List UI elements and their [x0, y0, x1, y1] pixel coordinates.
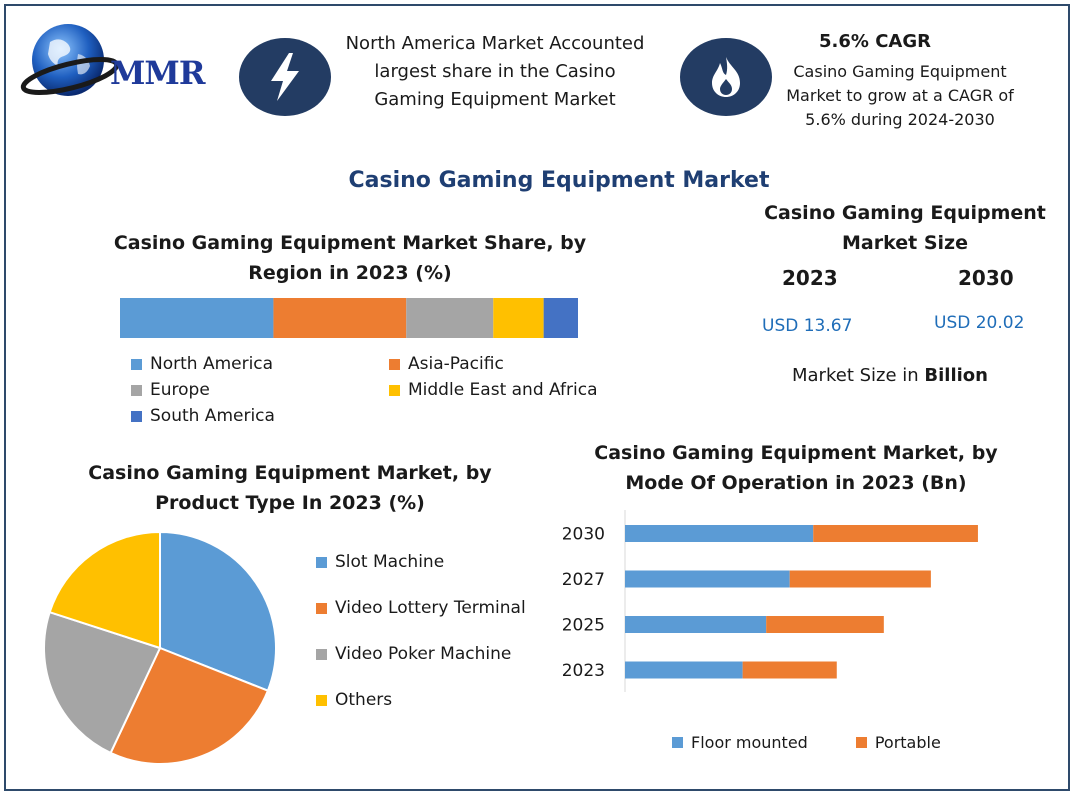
infographic-frame [4, 4, 1070, 791]
product-legend-item: Others [316, 690, 526, 710]
flame-icon [680, 38, 772, 116]
mode-bar-segment [813, 525, 978, 542]
mode-stacked-bar-chart: 2030 2027 2025 2023 [562, 510, 978, 692]
main-title: Casino Gaming Equipment Market [348, 168, 770, 193]
y-tick-label: 2025 [562, 616, 605, 636]
legend-label: Asia-Pacific [408, 354, 504, 374]
legend-label: North America [150, 354, 274, 374]
mode-bar-segment [789, 570, 931, 588]
mode-bar-segment [766, 616, 884, 633]
mode-chart-title: Casino Gaming Equipment Market, by Mode … [594, 442, 998, 494]
legend-swatch [389, 384, 400, 396]
region-bar-segment [273, 298, 407, 338]
legend-swatch [855, 737, 867, 748]
legend-swatch [316, 556, 327, 568]
legend-label: Portable [874, 733, 941, 752]
region-legend-item: Asia-Pacific [389, 354, 649, 374]
pie-slice [48, 530, 161, 650]
mode-bar-segment [625, 661, 743, 679]
legend-swatch [316, 694, 327, 706]
y-tick-label: 2027 [562, 570, 605, 590]
size-value-2030: USD 20.02 [934, 313, 1025, 333]
product-legend: Slot Machine Video Lottery Terminal Video … [316, 552, 526, 710]
cagr-text: Casino Gaming Equipment Market to grow a… [786, 62, 1014, 129]
region-legend-item: Middle East and Africa [389, 380, 649, 400]
pie-slice [159, 530, 277, 693]
region-bar-segment [120, 298, 274, 338]
legend-swatch [316, 602, 327, 614]
region-bar-segment [406, 298, 494, 338]
product-legend-item: Video Poker Machine [316, 644, 526, 664]
region-bar-segment [493, 298, 544, 338]
product-chart-title: Casino Gaming Equipment Market, by Produ… [88, 462, 492, 514]
legend-swatch [389, 358, 400, 370]
legend-swatch [672, 737, 683, 748]
legend-swatch [316, 648, 327, 660]
legend-label: Others [335, 690, 393, 710]
legend-swatch [131, 410, 142, 422]
product-legend-item: Slot Machine [316, 552, 526, 572]
region-share-bar [120, 298, 578, 338]
size-year-2030: 2030 [958, 266, 1014, 290]
legend-swatch [131, 384, 142, 396]
size-year-2023: 2023 [782, 266, 838, 290]
mode-legend-item: Floor mounted [672, 733, 808, 752]
region-chart-title: Casino Gaming Equipment Market Share, by… [113, 232, 587, 284]
legend-label: Video Poker Machine [335, 644, 512, 664]
mode-legend-item: Portable [855, 733, 941, 752]
y-tick-label: 2030 [562, 525, 605, 545]
legend-label: Slot Machine [335, 552, 445, 572]
region-highlight-text: North America Market Accounted largest s… [345, 33, 645, 110]
globe-icon [20, 24, 120, 96]
cagr-title: 5.6% CAGR [819, 31, 931, 52]
product-pie-chart [43, 530, 277, 765]
pie-slice [109, 646, 270, 765]
lightning-icon [239, 38, 331, 116]
region-legend: North America Asia-Pacific Europe Middle Ea… [131, 354, 651, 426]
legend-label: Video Lottery Terminal [335, 598, 526, 618]
legend-label: South America [150, 406, 275, 426]
pie-slice [43, 610, 162, 755]
product-legend-item: Video Lottery Terminal [316, 598, 526, 618]
legend-label: Floor mounted [691, 733, 808, 752]
mode-bar-segment [625, 616, 767, 633]
y-tick-label: 2023 [562, 661, 605, 681]
mode-bar-segment [625, 570, 790, 588]
region-legend-item: North America [131, 354, 389, 374]
region-legend-item: South America [131, 406, 389, 426]
legend-label: Europe [150, 380, 210, 400]
size-note: Market Size in Billion [792, 365, 988, 386]
mode-legend: Floor mounted Portable [672, 733, 941, 752]
legend-swatch [131, 358, 142, 370]
region-legend-item: Europe [131, 380, 389, 400]
size-value-2023: USD 13.67 [762, 316, 853, 336]
legend-label: Middle East and Africa [408, 380, 598, 400]
mode-bar-segment [742, 661, 837, 679]
mode-bar-segment [625, 525, 814, 542]
market-size-title: Casino Gaming Equipment Market Size [764, 202, 1046, 254]
logo-text: MMR [110, 54, 205, 92]
region-bar-segment [543, 298, 578, 338]
